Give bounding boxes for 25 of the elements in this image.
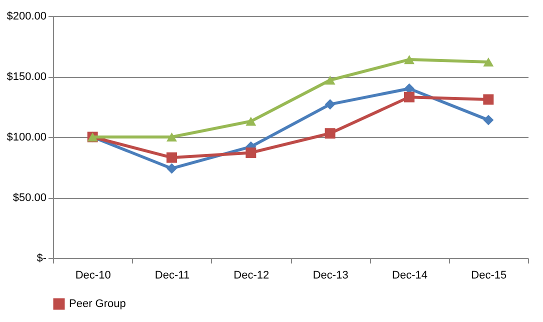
x-tick-label: Dec-15	[471, 270, 507, 282]
y-tick-label: $150.00	[6, 71, 46, 83]
x-tick-label: Dec-14	[392, 270, 428, 282]
point	[483, 57, 494, 67]
point	[246, 116, 256, 126]
point	[324, 99, 336, 110]
point	[324, 128, 336, 139]
point	[246, 147, 256, 158]
point	[166, 132, 177, 142]
x-tick-label: Dec-10	[75, 270, 111, 282]
x-tick-label: Dec-13	[312, 270, 348, 282]
y-tick-label: $100.00	[6, 132, 46, 144]
x-tick-label: Dec-11	[154, 270, 190, 282]
point	[324, 76, 336, 85]
point	[166, 163, 177, 174]
point	[404, 55, 414, 64]
y-tick-label: $-	[36, 252, 47, 264]
x-tick-label: Dec-12	[234, 270, 270, 282]
point	[166, 152, 177, 163]
point	[483, 114, 494, 126]
legend-label: Peer Group	[69, 298, 126, 310]
point	[404, 92, 414, 102]
y-tick-label: $200.00	[6, 10, 46, 22]
y-tick-label: $50.00	[12, 192, 46, 204]
point	[483, 94, 494, 105]
